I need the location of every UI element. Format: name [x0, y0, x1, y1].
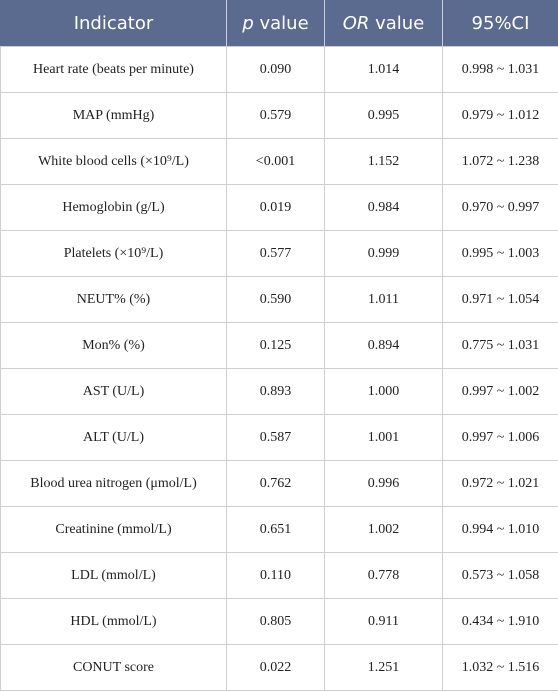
- value-cell: 0.994 ~ 1.010: [442, 506, 558, 553]
- indicator-cell: CONUT score: [0, 644, 227, 691]
- table-row: HDL (mmol/L) 0.805 0.911 0.434 ~ 1.910: [0, 598, 558, 645]
- value-cell: 0.434 ~ 1.910: [442, 598, 558, 645]
- value-cell: 0.999: [324, 230, 443, 277]
- indicator-cell: LDL (mmol/L): [0, 552, 227, 599]
- indicator-cell: ALT (U/L): [0, 414, 227, 461]
- value-cell: 0.970 ~ 0.997: [442, 184, 558, 231]
- value-cell: 0.762: [226, 460, 325, 507]
- value-cell: 0.577: [226, 230, 325, 277]
- value-cell: 0.972 ~ 1.021: [442, 460, 558, 507]
- value-cell: 1.032 ~ 1.516: [442, 644, 558, 691]
- value-cell: 1.072 ~ 1.238: [442, 138, 558, 185]
- indicator-cell: Heart rate (beats per minute): [0, 46, 227, 93]
- indicator-cell: White blood cells (×10⁹/L): [0, 138, 227, 185]
- value-cell: 0.590: [226, 276, 325, 323]
- table-row: White blood cells (×10⁹/L) <0.001 1.152 1.0…: [0, 138, 558, 185]
- table-row: ALT (U/L) 0.587 1.001 0.997 ~ 1.006: [0, 414, 558, 461]
- value-cell: 0.995: [324, 92, 443, 139]
- table-header: Indicator p value OR value 95%CI: [0, 0, 558, 47]
- value-cell: 0.995 ~ 1.003: [442, 230, 558, 277]
- value-cell: 0.019: [226, 184, 325, 231]
- value-cell: 0.984: [324, 184, 443, 231]
- value-cell: 0.587: [226, 414, 325, 461]
- header-cell: p value: [226, 0, 325, 47]
- value-cell: 0.997 ~ 1.002: [442, 368, 558, 415]
- table-row: Creatinine (mmol/L) 0.651 1.002 0.994 ~ 1.0…: [0, 506, 558, 553]
- value-cell: 0.971 ~ 1.054: [442, 276, 558, 323]
- header-cell: Indicator: [0, 0, 227, 47]
- indicator-cell: Hemoglobin (g/L): [0, 184, 227, 231]
- value-cell: 0.573 ~ 1.058: [442, 552, 558, 599]
- value-cell: 0.805: [226, 598, 325, 645]
- value-cell: <0.001: [226, 138, 325, 185]
- value-cell: 1.002: [324, 506, 443, 553]
- header-row: Indicator p value OR value 95%CI: [0, 0, 558, 47]
- indicator-cell: NEUT% (%): [0, 276, 227, 323]
- value-cell: 1.011: [324, 276, 443, 323]
- indicator-cell: HDL (mmol/L): [0, 598, 227, 645]
- indicator-cell: Blood urea nitrogen (μmol/L): [0, 460, 227, 507]
- value-cell: 0.579: [226, 92, 325, 139]
- value-cell: 0.022: [226, 644, 325, 691]
- value-cell: 0.998 ~ 1.031: [442, 46, 558, 93]
- value-cell: 0.110: [226, 552, 325, 599]
- table-row: NEUT% (%) 0.590 1.011 0.971 ~ 1.054: [0, 276, 558, 323]
- indicator-cell: Mon% (%): [0, 322, 227, 369]
- value-cell: 1.000: [324, 368, 443, 415]
- indicator-cell: MAP (mmHg): [0, 92, 227, 139]
- value-cell: 0.893: [226, 368, 325, 415]
- table-row: CONUT score 0.022 1.251 1.032 ~ 1.516: [0, 644, 558, 691]
- value-cell: 0.996: [324, 460, 443, 507]
- value-cell: 0.778: [324, 552, 443, 599]
- value-cell: 1.251: [324, 644, 443, 691]
- indicator-cell: Creatinine (mmol/L): [0, 506, 227, 553]
- table-row: Hemoglobin (g/L) 0.019 0.984 0.970 ~ 0.997: [0, 184, 558, 231]
- value-cell: 0.125: [226, 322, 325, 369]
- value-cell: 0.979 ~ 1.012: [442, 92, 558, 139]
- table-row: Heart rate (beats per minute) 0.090 1.014 0…: [0, 46, 558, 93]
- header-cell: OR value: [324, 0, 443, 47]
- table-body: Heart rate (beats per minute) 0.090 1.014 0…: [0, 46, 558, 691]
- value-cell: 0.651: [226, 506, 325, 553]
- header-cell: 95%CI: [442, 0, 558, 47]
- value-cell: 0.997 ~ 1.006: [442, 414, 558, 461]
- table-row: Blood urea nitrogen (μmol/L) 0.762 0.996 0.…: [0, 460, 558, 507]
- value-cell: 1.014: [324, 46, 443, 93]
- table-row: MAP (mmHg) 0.579 0.995 0.979 ~ 1.012: [0, 92, 558, 139]
- value-cell: 0.894: [324, 322, 443, 369]
- value-cell: 1.152: [324, 138, 443, 185]
- indicator-cell: Platelets (×10⁹/L): [0, 230, 227, 277]
- table-row: LDL (mmol/L) 0.110 0.778 0.573 ~ 1.058: [0, 552, 558, 599]
- value-cell: 0.775 ~ 1.031: [442, 322, 558, 369]
- table-row: Platelets (×10⁹/L) 0.577 0.999 0.995 ~ 1.00…: [0, 230, 558, 277]
- indicator-cell: AST (U/L): [0, 368, 227, 415]
- table-row: AST (U/L) 0.893 1.000 0.997 ~ 1.002: [0, 368, 558, 415]
- value-cell: 1.001: [324, 414, 443, 461]
- value-cell: 0.090: [226, 46, 325, 93]
- table-row: Mon% (%) 0.125 0.894 0.775 ~ 1.031: [0, 322, 558, 369]
- value-cell: 0.911: [324, 598, 443, 645]
